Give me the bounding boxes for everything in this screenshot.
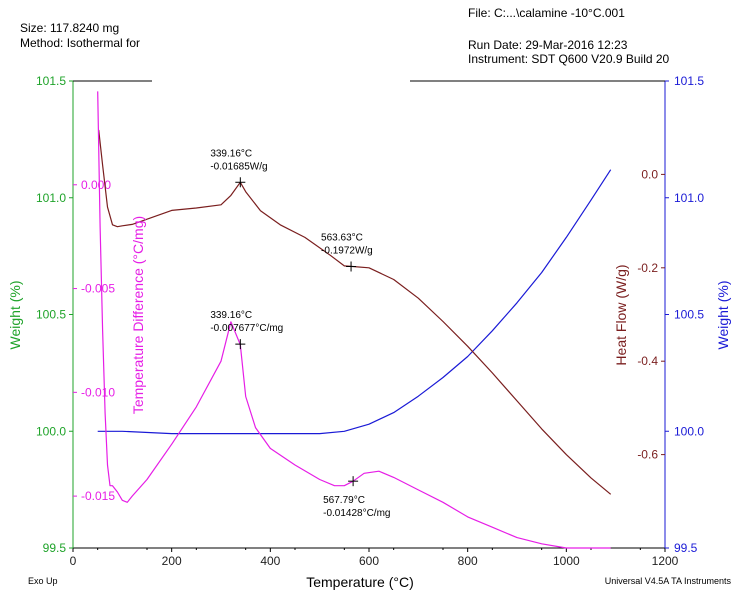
heat-flow-axis-label: Heat Flow (W/g) xyxy=(613,264,629,365)
instrument: Instrument: SDT Q600 V20.9 Build 20 xyxy=(468,52,670,66)
axis-ticks: 0 200 400 600 800 1000 120099.5100.0100.5101.0… xyxy=(36,74,704,568)
heat-flow-tick-label: -0.4 xyxy=(637,354,658,368)
x-tick-label: 1000 xyxy=(553,554,580,568)
weight-left-tick-label: 99.5 xyxy=(43,541,67,555)
x-tick-label: 200 xyxy=(162,554,182,568)
weight-right-tick-label: 101.5 xyxy=(674,74,704,88)
annotation-label: -0.1972W/g xyxy=(321,245,373,256)
temp-diff-tick-label: -0.005 xyxy=(81,282,115,296)
heat-flow-tick-label: -0.6 xyxy=(637,448,658,462)
weight-left-tick-label: 100.0 xyxy=(36,424,66,438)
temp-diff-curve xyxy=(97,91,611,549)
heat-flow-tick-label: 0.0 xyxy=(641,167,658,181)
weight-left-tick-label: 100.5 xyxy=(36,308,66,322)
annotation-label: -0.01428°C/mg xyxy=(323,508,390,519)
annotations-layer: 339.16°C -0.01685W/g 563.63°C -0.1972W/g 339… xyxy=(210,148,390,519)
weight-right-axis-label: Weight (%) xyxy=(715,281,731,350)
annotation-label: -0.007677°C/mg xyxy=(210,323,283,334)
method: Method: Isothermal for xyxy=(20,36,141,50)
temp-diff-tick-label: 0.000 xyxy=(81,178,111,192)
annotation-label: 339.16°C xyxy=(210,148,252,159)
heat-flow-tick-label: -0.2 xyxy=(637,261,658,275)
temp-diff-tick-label: -0.015 xyxy=(81,489,115,503)
software-version: Universal V4.5A TA Instruments xyxy=(605,576,732,586)
x-tick-label: 1200 xyxy=(652,554,679,568)
weight-right-tick-label: 99.5 xyxy=(674,541,698,555)
heat-flow-curve xyxy=(98,129,612,495)
x-tick-label: 800 xyxy=(458,554,478,568)
weight-right-tick-label: 100.5 xyxy=(674,308,704,322)
temp-diff-axis-label: Temperature Difference (°C/mg) xyxy=(130,216,146,414)
x-tick-label: 600 xyxy=(359,554,379,568)
temp-diff-tick-label: -0.010 xyxy=(81,385,115,399)
file-name: File: C:...\calamine -10°C.001 xyxy=(468,6,625,20)
weight-left-tick-label: 101.0 xyxy=(36,191,66,205)
sample-size: Size: 117.8240 mg xyxy=(20,21,120,35)
weight-right-curve xyxy=(97,169,612,435)
x-tick-label: 400 xyxy=(260,554,280,568)
weight-right-tick-label: 101.0 xyxy=(674,191,704,205)
exo-up-label: Exo Up xyxy=(28,576,58,586)
annotation-label: -0.01685W/g xyxy=(210,161,267,172)
x-tick-label: 0 xyxy=(70,554,77,568)
weight-left-axis-label: Weight (%) xyxy=(7,281,23,350)
run-date: Run Date: 29-Mar-2016 12:23 xyxy=(468,38,628,52)
series-layer xyxy=(97,91,612,549)
annotation-label: 339.16°C xyxy=(210,310,252,321)
weight-left-tick-label: 101.5 xyxy=(36,74,66,88)
weight-right-tick-label: 100.0 xyxy=(674,424,704,438)
x-axis-label: Temperature (°C) xyxy=(306,574,414,590)
annotation-label: 563.63°C xyxy=(321,232,363,243)
plot-frame xyxy=(72,80,666,549)
annotation-label: 567.79°C xyxy=(323,495,365,506)
